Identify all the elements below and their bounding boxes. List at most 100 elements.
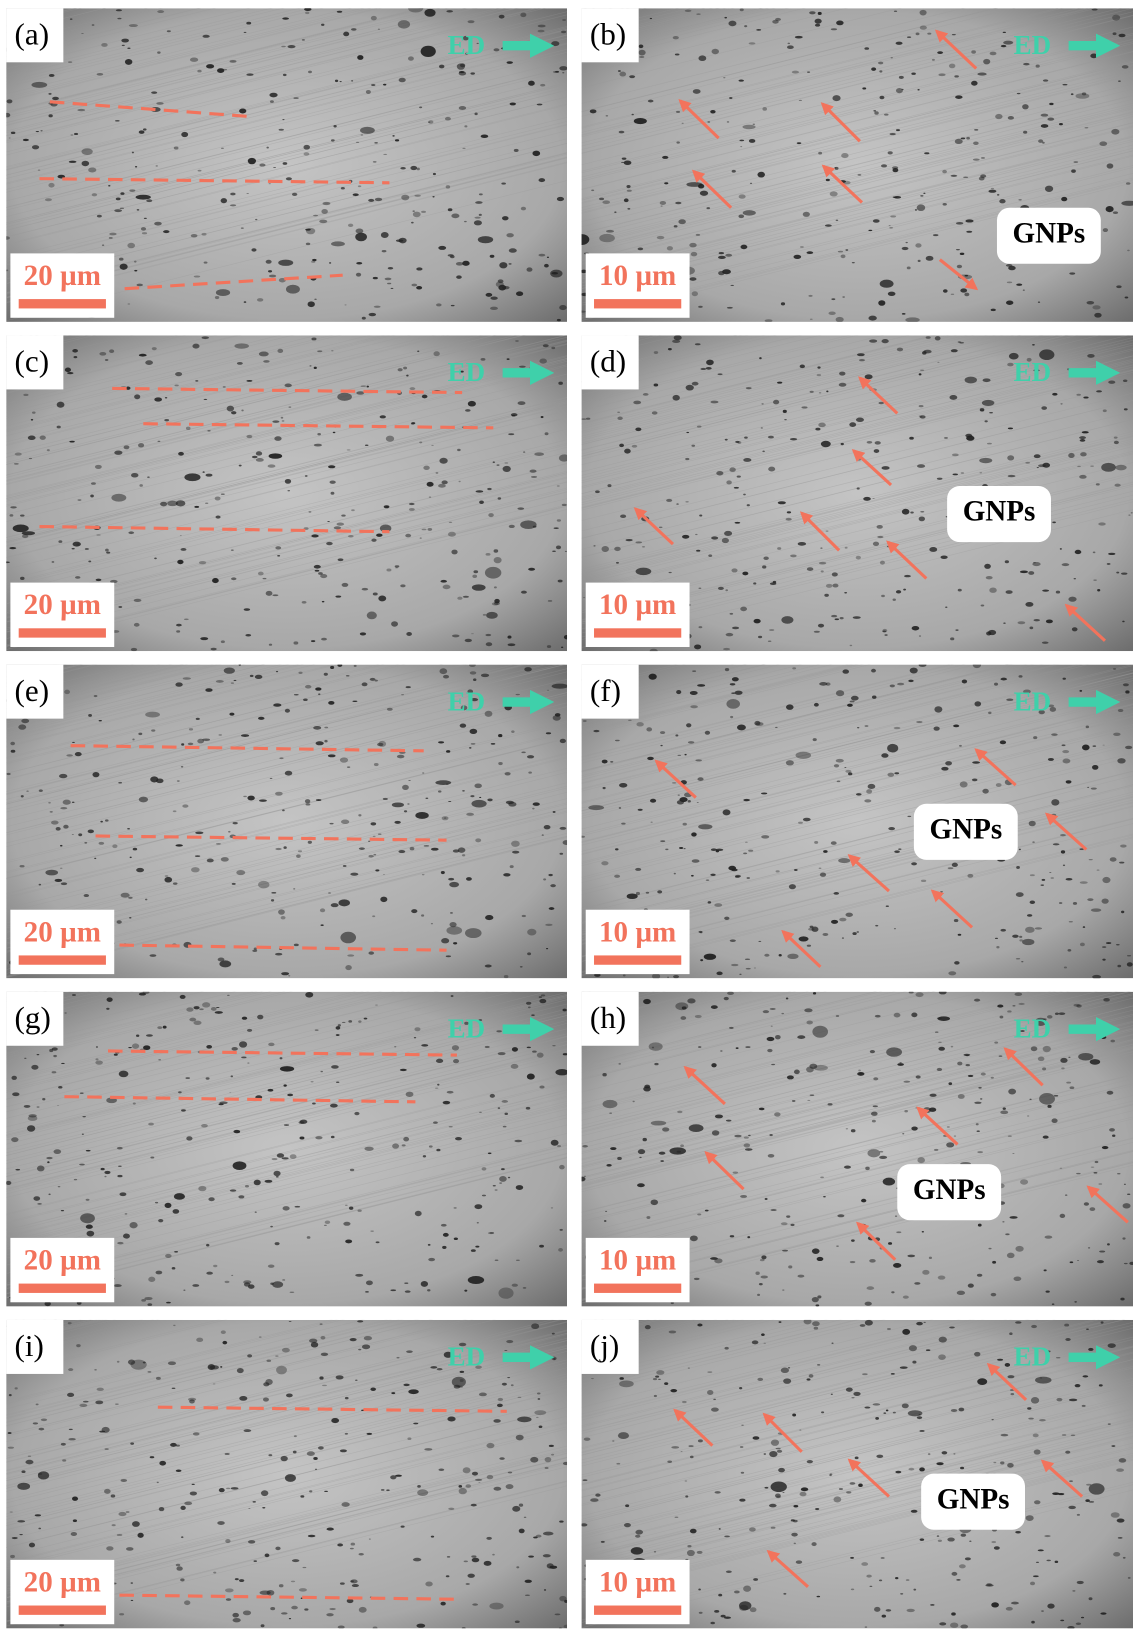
particle — [817, 1257, 824, 1261]
particle — [143, 128, 147, 130]
particle — [753, 1578, 758, 1581]
particle — [406, 1350, 412, 1353]
particle — [163, 230, 169, 233]
particle — [929, 1257, 932, 1259]
particle — [1128, 514, 1130, 516]
particle — [850, 1482, 856, 1485]
particle — [688, 1445, 693, 1447]
particle — [220, 1366, 222, 1368]
particle — [651, 1121, 666, 1126]
particle — [955, 629, 958, 630]
particle — [653, 1378, 657, 1380]
particle — [416, 267, 422, 270]
particle — [729, 97, 732, 99]
particle — [502, 1383, 507, 1386]
particle — [17, 1483, 30, 1490]
particle — [493, 1185, 496, 1186]
particle — [510, 102, 516, 105]
particle — [704, 954, 716, 960]
particle — [945, 607, 947, 608]
particle — [74, 133, 78, 135]
particle — [485, 634, 491, 636]
particle — [874, 1607, 880, 1612]
particle — [883, 1412, 886, 1414]
particle — [761, 1275, 768, 1278]
particle — [10, 1511, 13, 1512]
particle — [745, 1148, 753, 1151]
particle — [983, 378, 991, 382]
particle — [1043, 1136, 1049, 1139]
particle — [1000, 929, 1005, 932]
particle — [880, 280, 894, 288]
particle — [331, 1136, 335, 1139]
particle — [683, 823, 687, 826]
particle — [527, 952, 531, 955]
particle — [168, 1361, 176, 1365]
particle — [369, 951, 374, 954]
particle — [877, 525, 883, 529]
particle — [877, 536, 883, 538]
particle — [793, 1520, 798, 1523]
particle — [864, 799, 871, 802]
particle — [239, 1396, 247, 1401]
particle — [382, 250, 387, 252]
particle — [1006, 300, 1013, 305]
particle — [142, 232, 147, 234]
particle — [951, 1612, 956, 1615]
particle — [667, 977, 669, 978]
particle — [403, 1137, 409, 1141]
particle — [903, 1081, 910, 1083]
particle — [1109, 1128, 1115, 1132]
particle — [330, 666, 334, 669]
particle — [735, 876, 740, 878]
particle — [146, 199, 152, 202]
particle — [1085, 127, 1089, 128]
particle — [1015, 1531, 1021, 1534]
particle — [422, 773, 424, 774]
particle — [978, 1224, 982, 1227]
particle — [139, 354, 147, 357]
particle — [443, 675, 449, 679]
particle — [287, 1094, 293, 1097]
particle — [618, 1063, 620, 1065]
particle — [1020, 1179, 1028, 1184]
particle — [801, 1487, 808, 1491]
particle — [757, 172, 765, 178]
direction-label: ED — [1014, 1342, 1052, 1372]
particle — [446, 10, 452, 12]
particle — [428, 528, 433, 531]
particle — [1001, 45, 1006, 47]
particle — [406, 375, 408, 377]
particle — [533, 1537, 538, 1539]
particle — [1102, 745, 1104, 746]
particle — [504, 1350, 507, 1351]
particle — [938, 1540, 942, 1542]
particle — [251, 248, 256, 251]
particle — [1117, 1173, 1120, 1174]
particle — [1081, 1617, 1084, 1619]
particle — [960, 1467, 964, 1470]
particle — [1060, 548, 1062, 550]
particle — [446, 750, 450, 753]
particle — [172, 1267, 176, 1270]
particle — [739, 974, 741, 975]
particle — [320, 1071, 323, 1072]
particle — [1043, 1046, 1051, 1052]
particle — [888, 1242, 892, 1245]
particle — [459, 1488, 467, 1494]
particle — [593, 545, 595, 547]
particle — [55, 879, 62, 882]
particle — [1007, 455, 1014, 460]
particle — [293, 888, 295, 890]
particle — [673, 975, 679, 978]
particle — [924, 152, 929, 154]
particle — [177, 560, 183, 564]
particle — [156, 165, 158, 166]
particle — [486, 1443, 494, 1448]
particle — [1068, 597, 1076, 602]
particle — [244, 1282, 250, 1286]
particle — [1090, 1059, 1101, 1065]
particle — [948, 1082, 952, 1085]
particle — [1077, 1514, 1080, 1516]
particle — [1099, 1384, 1103, 1386]
